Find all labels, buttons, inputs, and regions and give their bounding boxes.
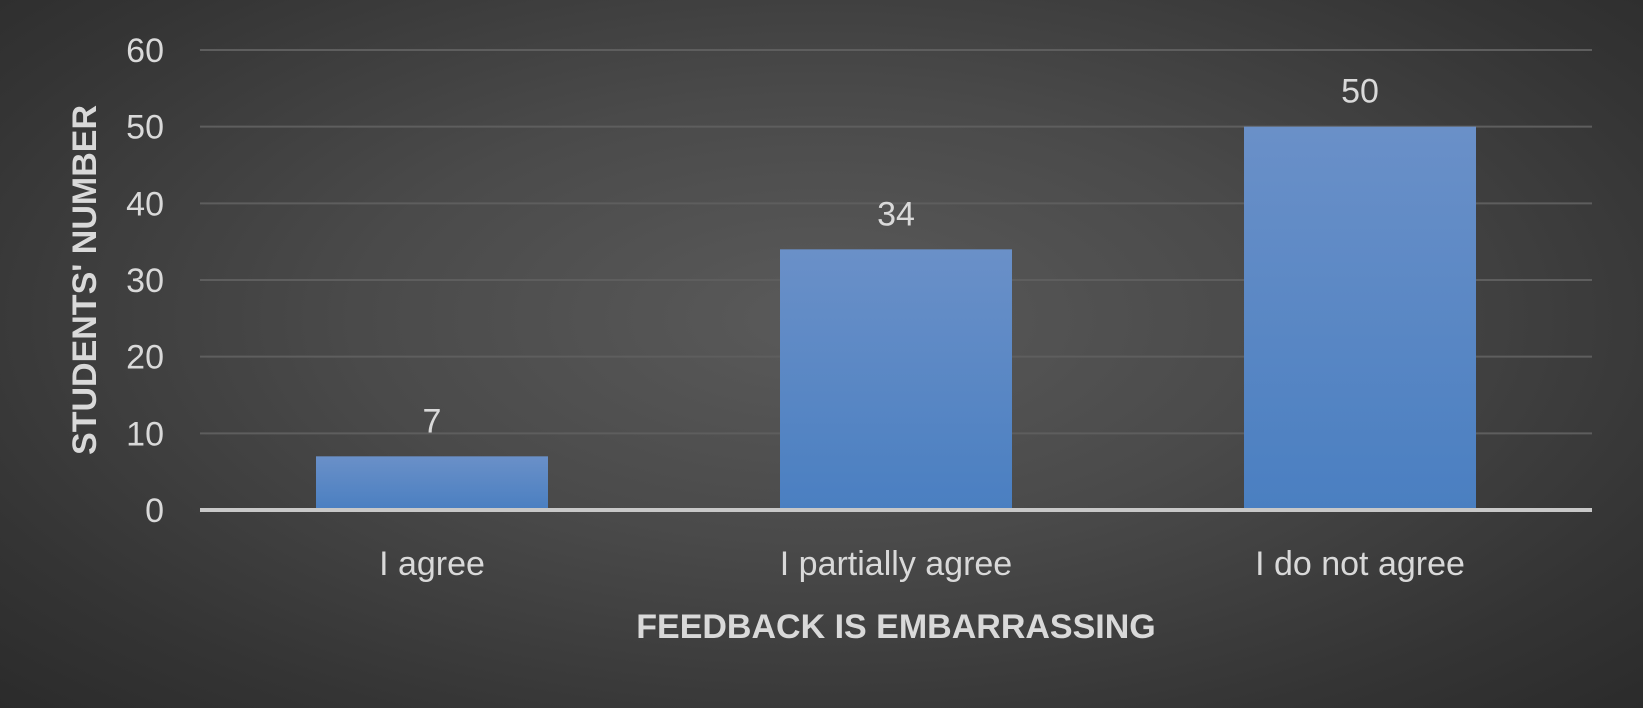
bar [1244,126,1476,511]
data-label: 7 [423,402,442,440]
y-tick-label: 0 [145,492,164,530]
x-tick-label: I partially agree [780,545,1012,583]
x-axis-ticks: I agree I partially agree I do not agree [379,545,1465,583]
data-label: 34 [877,195,915,233]
bars [316,126,1476,511]
x-tick-label: I agree [379,545,485,583]
y-tick-label: 30 [126,262,164,300]
data-label: 50 [1341,73,1379,111]
bar [316,456,548,510]
y-tick-label: 60 [126,32,164,70]
x-axis-title: FEEDBACK IS EMBARRASSING [636,608,1155,646]
y-tick-label: 50 [126,109,164,147]
y-axis-title: STUDENTS' NUMBER [66,105,104,455]
bar [780,249,1012,511]
y-tick-label: 40 [126,185,164,223]
y-tick-label: 10 [126,415,164,453]
data-labels: 7 34 50 [423,73,1379,441]
y-axis-ticks: 0 10 20 30 40 50 60 [126,32,164,530]
x-tick-label: I do not agree [1255,545,1465,583]
y-tick-label: 20 [126,339,164,377]
